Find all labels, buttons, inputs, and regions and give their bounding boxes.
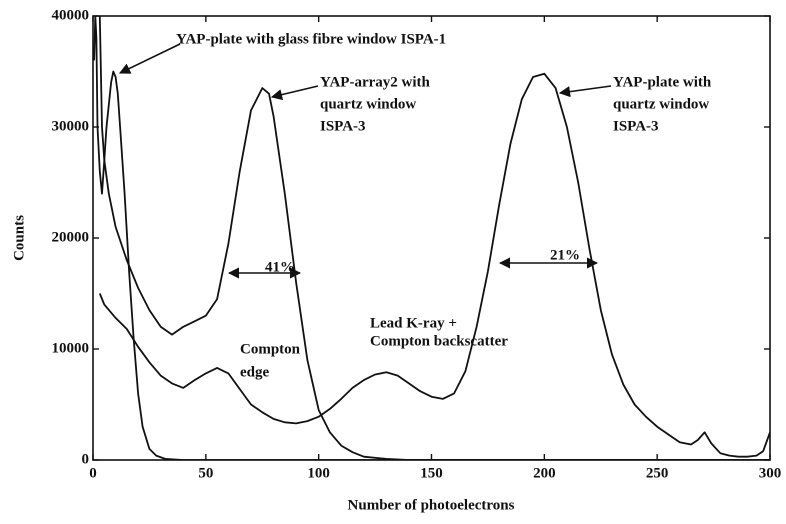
y-axis-label: Counts — [11, 215, 27, 261]
y-tick-label: 30000 — [52, 118, 90, 134]
annotation-arrow — [118, 43, 181, 74]
annotation: 41% — [265, 259, 295, 275]
y-tick-label: 0 — [82, 451, 90, 467]
annotation: YAP-plate with glass fibre window ISPA-1 — [176, 31, 446, 47]
y-tick-label: 10000 — [52, 340, 90, 356]
x-tick-label: 100 — [307, 465, 330, 481]
series-line — [93, 16, 770, 460]
annotation: Lead K-ray + — [370, 315, 457, 331]
annotation: ISPA-3 — [320, 118, 366, 134]
annotation: 21% — [550, 247, 580, 263]
series-line — [98, 72, 770, 458]
annotation: quartz window — [320, 96, 416, 112]
x-tick-label: 150 — [420, 465, 443, 481]
annotation: Compton backscatter — [370, 333, 508, 349]
annotation: ISPA-3 — [613, 118, 659, 134]
x-tick-label: 50 — [198, 465, 213, 481]
annotation-arrow — [270, 85, 319, 101]
x-tick-label: 300 — [759, 465, 782, 481]
annotation: edge — [240, 364, 270, 380]
y-tick-label: 20000 — [52, 229, 90, 245]
x-tick-label: 250 — [646, 465, 669, 481]
x-tick-label: 0 — [89, 465, 97, 481]
x-tick-label: 200 — [533, 465, 556, 481]
series-line — [98, 16, 770, 460]
x-axis-label: Number of photoelectrons — [348, 497, 515, 513]
annotation: quartz window — [613, 96, 709, 112]
annotation: Compton — [240, 341, 301, 357]
y-tick-label: 40000 — [52, 7, 90, 23]
series-layer — [93, 16, 770, 460]
annotation: YAP-array2 with — [320, 74, 431, 90]
annotation-arrow — [558, 85, 612, 98]
annotation: YAP-plate with — [613, 74, 712, 90]
